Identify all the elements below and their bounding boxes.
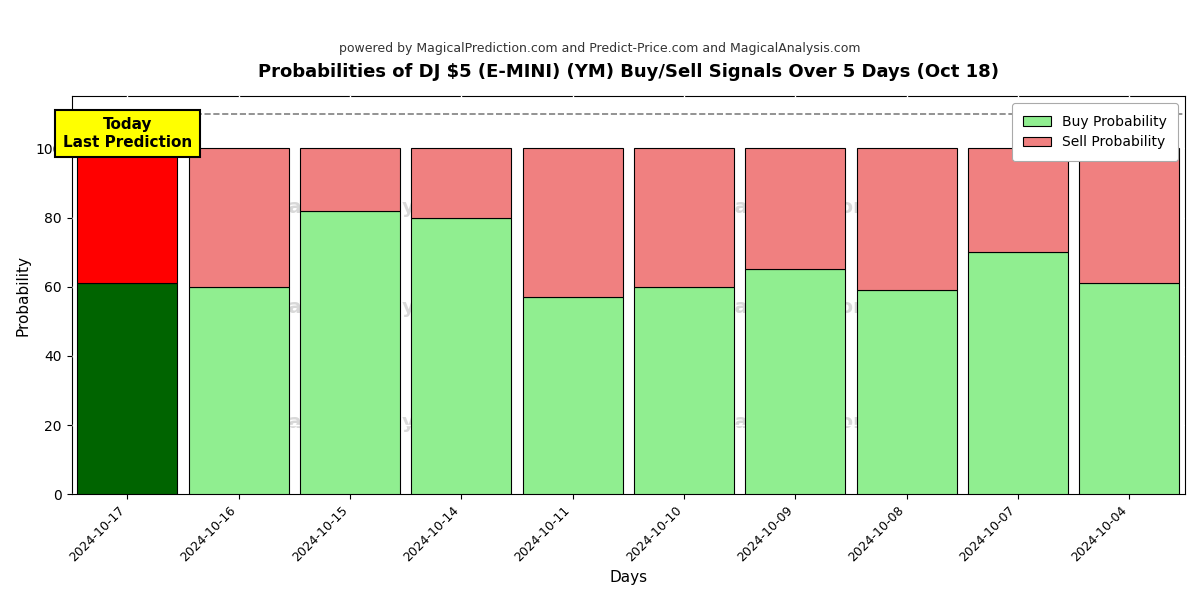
Y-axis label: Probability: Probability [16, 255, 30, 336]
Text: MagicalAnalysis.com: MagicalAnalysis.com [269, 298, 498, 317]
Text: MagicalPrediction.com: MagicalPrediction.com [671, 413, 920, 432]
Bar [412, 218, 511, 494]
Text: MagicalAnalysis.com: MagicalAnalysis.com [269, 413, 498, 432]
Bar [77, 283, 178, 494]
Bar [1079, 148, 1180, 283]
Text: MagicalPrediction.com: MagicalPrediction.com [671, 199, 920, 217]
Bar [968, 148, 1068, 252]
Title: Probabilities of DJ $5 (E-MINI) (YM) Buy/Sell Signals Over 5 Days (Oct 18): Probabilities of DJ $5 (E-MINI) (YM) Buy… [258, 63, 998, 81]
Bar [634, 148, 734, 287]
Bar [857, 290, 956, 494]
Bar [857, 148, 956, 290]
Bar [188, 148, 289, 287]
X-axis label: Days: Days [610, 570, 647, 585]
Text: MagicalPrediction.com: MagicalPrediction.com [671, 298, 920, 317]
Bar [188, 287, 289, 494]
Bar [522, 148, 623, 297]
Legend: Buy Probability, Sell Probability: Buy Probability, Sell Probability [1012, 103, 1178, 161]
Text: Today
Last Prediction: Today Last Prediction [62, 117, 192, 149]
Bar [300, 211, 400, 494]
Text: MagicalAnalysis.com: MagicalAnalysis.com [269, 199, 498, 217]
Bar [745, 148, 846, 269]
Bar [1079, 283, 1180, 494]
Bar [300, 148, 400, 211]
Bar [968, 252, 1068, 494]
Bar [745, 269, 846, 494]
Bar [522, 297, 623, 494]
Bar [77, 148, 178, 283]
Text: powered by MagicalPrediction.com and Predict-Price.com and MagicalAnalysis.com: powered by MagicalPrediction.com and Pre… [340, 42, 860, 55]
Bar [634, 287, 734, 494]
Bar [412, 148, 511, 218]
